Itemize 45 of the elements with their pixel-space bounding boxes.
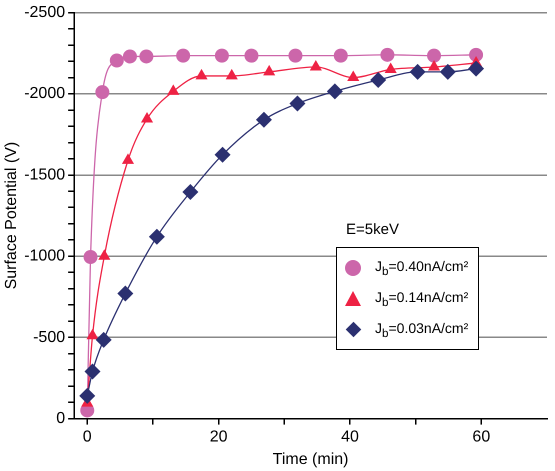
point (310, 60, 322, 71)
y-tick-label: 0 (56, 410, 66, 428)
point (256, 112, 272, 128)
y-tick-label: -2000 (24, 85, 66, 102)
legend-label: J$_{b}$=0.03nA/cm² (375, 320, 468, 340)
point (288, 48, 302, 63)
point (214, 48, 229, 63)
x-tick-label: 40 (341, 428, 359, 446)
point (117, 286, 134, 302)
x-tick-label: 20 (210, 428, 228, 446)
x-tick-label: 0 (82, 428, 92, 446)
point (110, 54, 124, 68)
point (148, 228, 165, 245)
legend-label: J$_{b}$=0.40nA/cm² (375, 258, 468, 278)
point (244, 48, 258, 63)
point (289, 96, 306, 112)
point (176, 48, 190, 63)
point (334, 48, 348, 63)
y-axis-title: Surface Potential (V) (3, 142, 20, 290)
point (182, 184, 198, 200)
point (122, 49, 137, 64)
point (427, 48, 442, 63)
legend-title: E=5keV (346, 221, 399, 238)
point (347, 70, 360, 82)
point (410, 64, 426, 80)
point (214, 146, 231, 163)
legend-label: J$_{b}$=0.14nA/cm² (375, 288, 468, 308)
point (440, 64, 456, 80)
point (139, 49, 154, 64)
point (84, 250, 98, 264)
point (380, 48, 394, 62)
point (95, 85, 110, 100)
y-tick-label: -2500 (24, 4, 66, 22)
point (84, 364, 101, 380)
y-tick-label: -1000 (24, 248, 66, 265)
point (79, 388, 96, 404)
x-axis-title: Time (min) (272, 450, 348, 468)
point (468, 60, 484, 77)
point (370, 72, 386, 88)
y-tick-label: -1500 (24, 166, 66, 184)
point (326, 83, 343, 100)
y-tick-label: -500 (33, 328, 66, 346)
point (428, 60, 440, 71)
x-tick-label: 60 (472, 428, 490, 446)
point (96, 332, 112, 348)
